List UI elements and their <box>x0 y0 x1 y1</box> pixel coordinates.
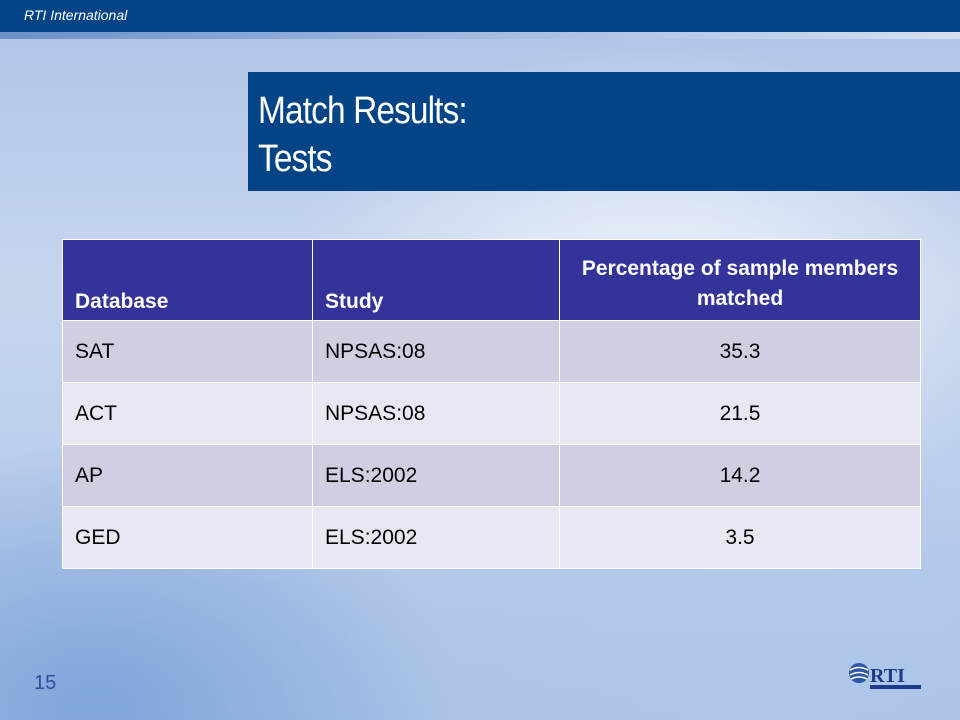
column-header-database: Database <box>62 239 313 321</box>
cell-study: NPSAS:08 <box>312 320 560 383</box>
cell-database: GED <box>62 506 313 569</box>
cell-study: ELS:2002 <box>312 506 560 569</box>
cell-database: SAT <box>62 320 313 383</box>
match-results-table: Database Study Percentage of sample memb… <box>62 239 921 569</box>
svg-text:RTI: RTI <box>870 665 905 687</box>
cell-database: ACT <box>62 382 313 445</box>
globe-icon <box>849 663 869 683</box>
table-row: GED ELS:2002 3.5 <box>62 506 921 569</box>
title-box: Match Results: Tests <box>248 72 960 191</box>
table-header-row: Database Study Percentage of sample memb… <box>62 239 921 321</box>
cell-database: AP <box>62 444 313 507</box>
top-bar: RTI International <box>0 0 960 32</box>
column-header-study: Study <box>312 239 560 321</box>
cell-percentage: 3.5 <box>559 506 921 569</box>
table-row: ACT NPSAS:08 21.5 <box>62 382 921 445</box>
slide-number: 15 <box>34 672 57 694</box>
cell-percentage: 21.5 <box>559 382 921 445</box>
cell-study: ELS:2002 <box>312 444 560 507</box>
cell-percentage: 14.2 <box>559 444 921 507</box>
table-row: AP ELS:2002 14.2 <box>62 444 921 507</box>
top-bar-stripe <box>0 32 960 39</box>
table-row: SAT NPSAS:08 35.3 <box>62 320 921 383</box>
rti-logo: RTI <box>849 663 921 689</box>
slide-title-line-1: Match Results: <box>258 90 468 132</box>
cell-study: NPSAS:08 <box>312 382 560 445</box>
cell-percentage: 35.3 <box>559 320 921 383</box>
slide-title-line-2: Tests <box>258 138 333 180</box>
brand-text: RTI International <box>24 7 128 23</box>
column-header-percentage: Percentage of sample members matched <box>559 239 921 321</box>
